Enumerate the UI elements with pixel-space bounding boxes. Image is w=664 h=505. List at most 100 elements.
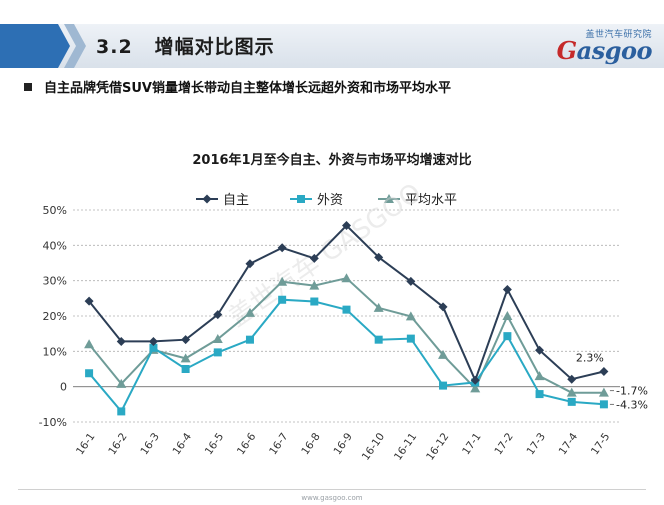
data-point <box>149 343 158 352</box>
y-tick-label: 20% <box>43 310 67 323</box>
x-tick-label: 16-9 <box>331 431 355 457</box>
chart-grid <box>73 209 620 423</box>
x-tick-label: 16-6 <box>235 431 259 458</box>
y-tick-label: 10% <box>43 345 67 358</box>
x-axis-ticks: 16-1 16-2 16-3 16-4 16-5 16-6 16-7 16-8 16-9 16-1… <box>74 431 612 463</box>
data-point <box>116 378 127 388</box>
header-arrow-main <box>0 24 70 68</box>
x-tick-label: 16-5 <box>203 431 227 457</box>
data-point <box>374 252 384 262</box>
x-tick-label: 17-2 <box>492 431 516 457</box>
y-tick-label: -10% <box>39 416 67 429</box>
data-point <box>535 390 544 399</box>
data-point <box>439 381 448 390</box>
series-line <box>88 298 604 414</box>
annotation-label: -1.7% <box>616 385 648 398</box>
y-tick-label: 30% <box>43 275 67 288</box>
data-point <box>342 305 351 314</box>
data-point <box>341 273 352 283</box>
data-point <box>309 280 320 290</box>
data-point <box>470 383 481 393</box>
data-point <box>278 295 287 304</box>
data-point <box>181 365 190 373</box>
data-point <box>373 302 384 312</box>
data-point <box>245 335 254 344</box>
x-tick-label: 17-5 <box>589 431 613 457</box>
annotation-label: -4.3% <box>616 398 648 411</box>
data-point <box>277 243 287 253</box>
series-外资 <box>85 295 608 416</box>
y-tick-label: 50% <box>43 204 67 217</box>
y-tick-label: 0 <box>60 381 67 394</box>
data-point <box>599 400 608 409</box>
data-point <box>202 194 212 204</box>
legend-item: 自主 <box>196 193 249 208</box>
data-point <box>245 259 255 269</box>
series-line <box>88 277 604 394</box>
legend-label: 外资 <box>317 193 343 208</box>
data-point <box>502 311 513 320</box>
y-axis-ticks: 50% 40% 30% 20% 10% 0 -10% <box>39 204 67 429</box>
data-point <box>384 194 394 203</box>
bullet-square-icon <box>24 82 32 91</box>
x-tick-label: 16-3 <box>138 431 162 457</box>
x-tick-label: 16-11 <box>392 431 419 463</box>
data-point <box>535 345 545 355</box>
annotation-label: 2.3% <box>576 351 604 364</box>
legend-label: 自主 <box>223 193 249 208</box>
section-title-text: 增幅对比图示 <box>154 36 275 58</box>
legend-label: 平均水平 <box>405 193 457 208</box>
x-tick-label: 16-12 <box>424 431 451 463</box>
data-point <box>342 221 351 231</box>
x-tick-label: 17-3 <box>525 431 549 457</box>
section-number: 3.2 <box>96 36 133 58</box>
data-point <box>84 296 94 306</box>
data-point <box>116 336 126 346</box>
data-point <box>566 387 577 397</box>
data-point <box>309 253 319 263</box>
data-point <box>438 302 448 312</box>
data-point <box>213 348 222 357</box>
data-point <box>406 276 416 286</box>
chart-series <box>84 221 609 416</box>
logo-en-prefix: G <box>556 36 578 65</box>
data-point <box>438 349 449 359</box>
data-point <box>502 285 512 294</box>
data-point <box>213 310 223 320</box>
data-point <box>406 334 415 343</box>
logo-en-rest: asgoo <box>576 36 653 65</box>
legend-item: 外资 <box>290 193 343 208</box>
chart-annotations: 2.3% -1.7%-4.3% <box>576 351 648 411</box>
data-point <box>244 307 255 317</box>
data-point <box>84 339 95 349</box>
x-tick-label: 16-1 <box>74 431 98 457</box>
data-point <box>180 353 191 363</box>
data-point <box>85 369 94 378</box>
data-point <box>598 387 609 397</box>
data-point <box>567 397 576 406</box>
y-tick-label: 40% <box>43 239 67 252</box>
bullet-text: 自主品牌凭借SUV销量增长带动自主整体增长远超外资和市场平均水平 <box>44 81 451 96</box>
data-point <box>297 195 305 203</box>
x-tick-label: 16-2 <box>106 431 130 457</box>
data-point <box>148 336 158 346</box>
header-arrow-chevron <box>64 24 86 68</box>
x-tick-label: 16-8 <box>299 431 323 457</box>
header-band <box>0 24 664 68</box>
data-point <box>470 375 480 385</box>
data-point <box>503 332 512 341</box>
data-point <box>277 276 288 286</box>
chart-legend: 自主 外资 平均水平 <box>196 193 457 208</box>
x-tick-label: 16-4 <box>171 431 195 458</box>
logo-cn-text: 盖世汽车研究院 <box>585 30 652 40</box>
data-point <box>405 311 416 321</box>
data-point <box>534 371 545 381</box>
data-point <box>181 335 191 345</box>
logo-en-text: Gasgoo <box>556 36 653 65</box>
gasgoo-logo: 盖世汽车研究院 Gasgoo <box>548 27 654 65</box>
footer-divider <box>18 489 646 490</box>
legend-item: 平均水平 <box>378 193 457 208</box>
data-point <box>117 407 126 416</box>
bullet-point: 自主品牌凭借SUV销量增长带动自主整体增长远超外资和市场平均水平 <box>24 76 451 96</box>
